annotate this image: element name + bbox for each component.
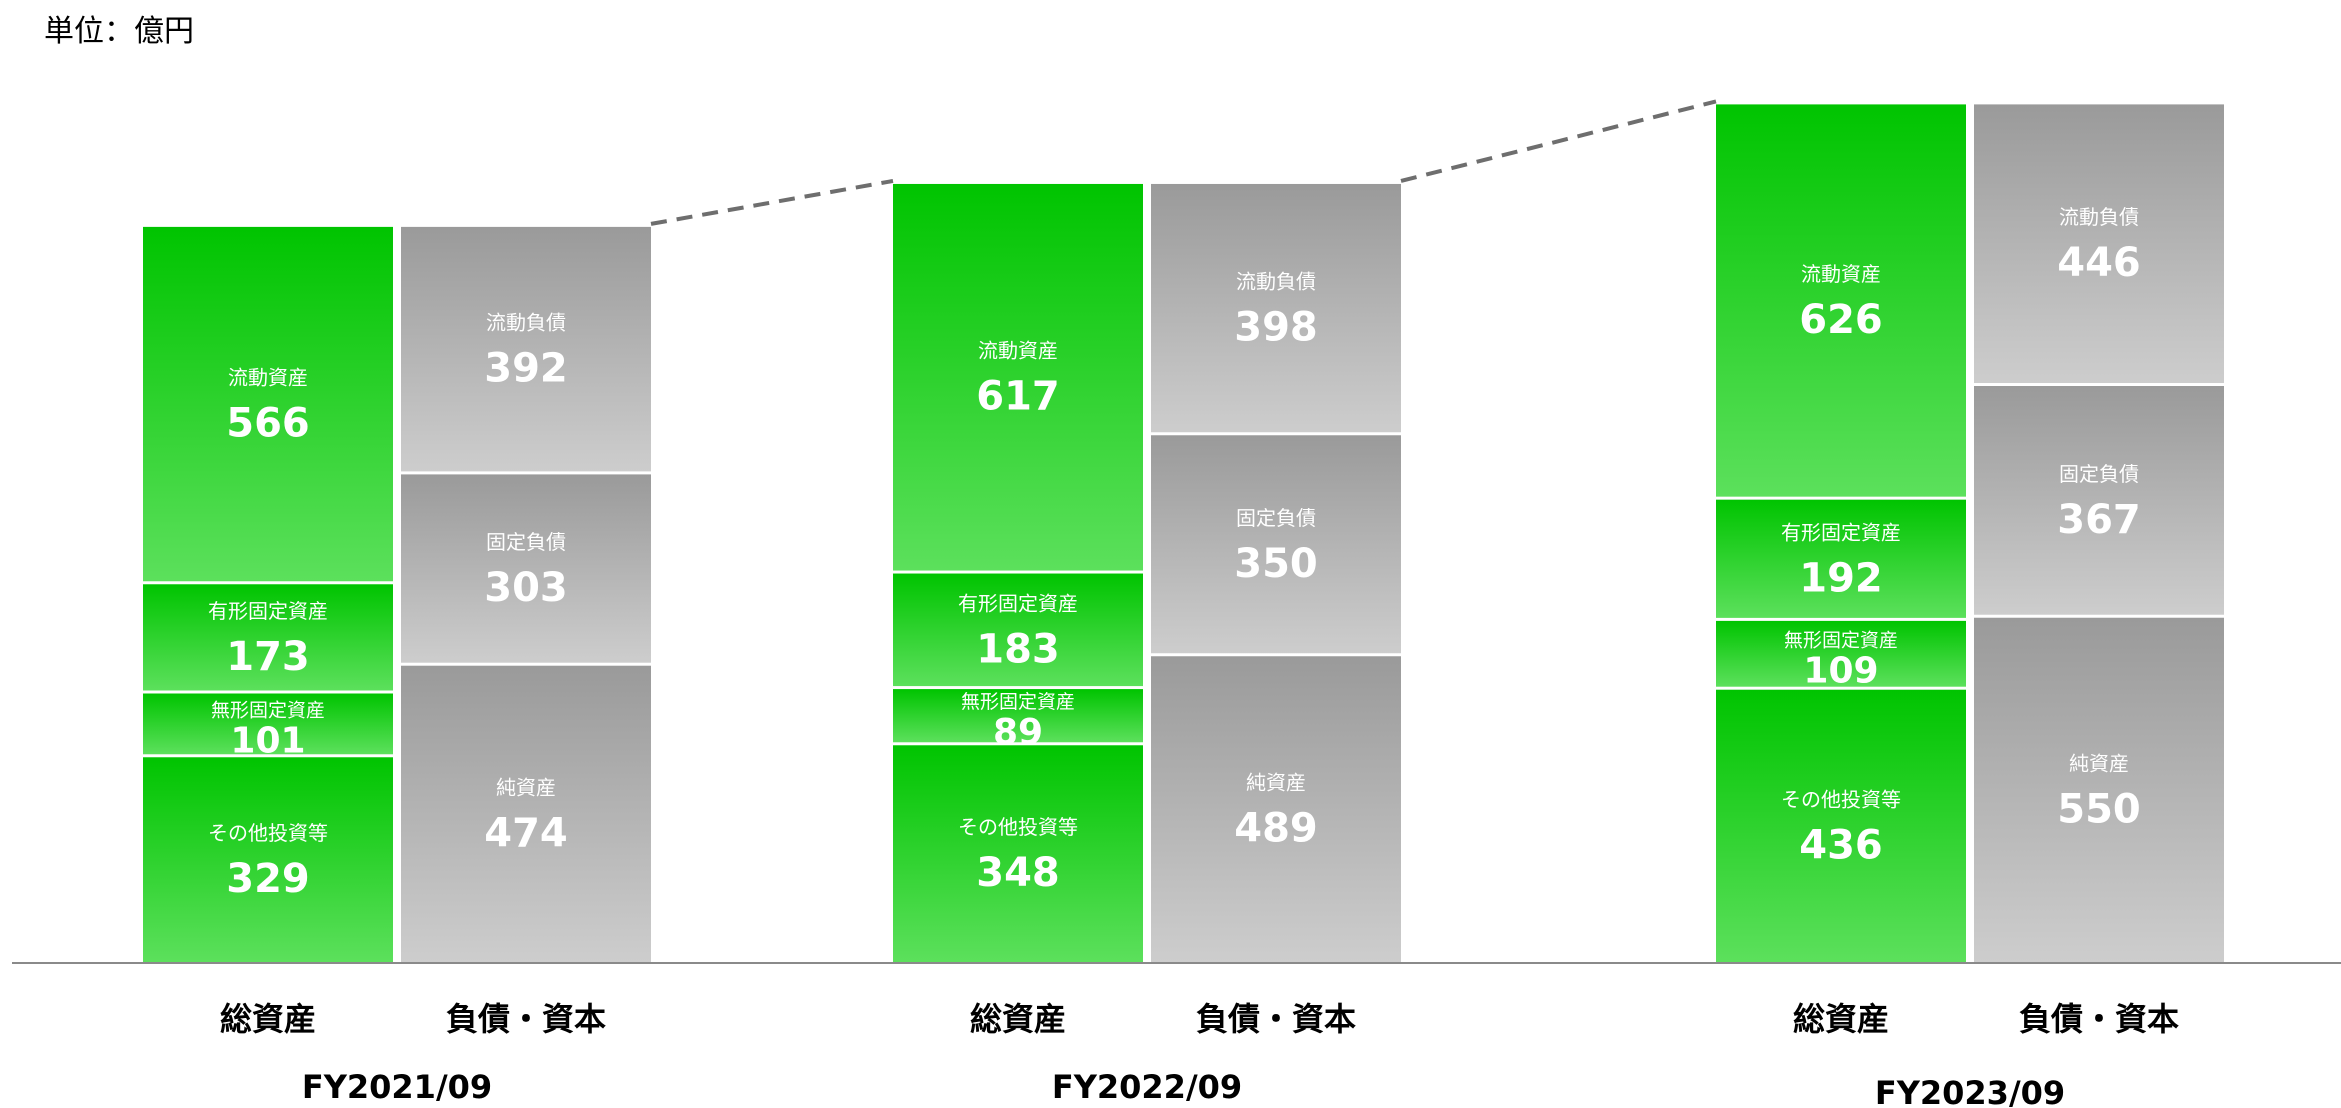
- assets-segment: [143, 226, 393, 582]
- assets-segment-label: その他投資等: [1781, 787, 1901, 811]
- assets-segment-value: 192: [1799, 555, 1883, 601]
- liabilities-segment-value: 303: [484, 565, 568, 611]
- assets-segment-value: 566: [226, 401, 310, 447]
- liabilities-segment-value: 446: [2057, 240, 2141, 286]
- assets-segment-label: 有形固定資産: [1781, 520, 1901, 544]
- assets-segment: [893, 745, 1143, 962]
- liabilities-segment: [1151, 656, 1401, 962]
- bar-label-liabilities-capital: 負債・資本: [446, 1000, 606, 1038]
- liabilities-segment: [401, 665, 651, 962]
- assets-segment-label: 流動資産: [1801, 262, 1881, 286]
- liabilities-segment: [1974, 617, 2224, 962]
- assets-segment-value: 617: [976, 374, 1060, 420]
- assets-segment-value: 626: [1799, 297, 1883, 343]
- unit-label: 単位：億円: [44, 14, 194, 49]
- liabilities-segment: [401, 474, 651, 663]
- assets-segment-label: 流動資産: [228, 366, 308, 390]
- period-label: FY2023/09: [1875, 1074, 2065, 1108]
- liabilities-segment-value: 550: [2057, 786, 2141, 832]
- assets-segment-label: 無形固定資産: [961, 691, 1075, 713]
- assets-segment-label: 有形固定資産: [208, 599, 328, 623]
- bar-label-liabilities-capital: 負債・資本: [1196, 1000, 1356, 1038]
- liabilities-segment-label: 純資産: [496, 775, 556, 799]
- assets-segment-value: 348: [976, 850, 1060, 896]
- assets-segment: [1716, 499, 1966, 618]
- liabilities-segment-label: 固定負債: [2059, 462, 2139, 486]
- growth-connector-line: [650, 178, 894, 226]
- liabilities-segment: [401, 226, 651, 472]
- bar-label-total-assets: 総資産: [1793, 1000, 1889, 1038]
- assets-segment-label: 流動資産: [978, 339, 1058, 363]
- liabilities-segment: [1151, 183, 1401, 433]
- assets-segment: [1716, 689, 1966, 962]
- assets-segment: [1716, 104, 1966, 497]
- liabilities-segment-value: 489: [1234, 806, 1318, 852]
- liabilities-segment-label: 流動負債: [1236, 270, 1316, 294]
- liabilities-segment: [1151, 435, 1401, 654]
- assets-segment: [143, 693, 393, 755]
- assets-segment-value: 436: [1799, 822, 1883, 868]
- assets-segment-value: 89: [993, 712, 1043, 753]
- liabilities-segment-value: 398: [1234, 305, 1318, 351]
- liabilities-segment-value: 474: [484, 810, 568, 856]
- assets-segment: [143, 584, 393, 691]
- assets-segment-value: 183: [976, 626, 1060, 672]
- liabilities-segment-value: 392: [484, 346, 568, 392]
- assets-segment-value: 329: [226, 856, 310, 902]
- assets-segment-label: 無形固定資産: [1784, 629, 1898, 651]
- liabilities-segment-label: 純資産: [1246, 771, 1306, 795]
- assets-segment-value: 109: [1803, 650, 1878, 691]
- assets-segment-value: 173: [226, 634, 310, 680]
- bar-label-total-assets: 総資産: [970, 1000, 1066, 1038]
- assets-segment: [893, 183, 1143, 571]
- liabilities-segment-label: 固定負債: [486, 530, 566, 554]
- assets-segment: [893, 689, 1143, 743]
- liabilities-segment-value: 367: [2057, 497, 2141, 543]
- bar-label-liabilities-capital: 負債・資本: [2019, 1000, 2179, 1038]
- bar-label-total-assets: 総資産: [220, 1000, 316, 1038]
- assets-segment: [143, 757, 393, 962]
- liabilities-segment-label: 純資産: [2069, 751, 2129, 775]
- assets-segment: [893, 573, 1143, 687]
- liabilities-segment-label: 流動負債: [486, 311, 566, 335]
- liabilities-segment-label: 固定負債: [1236, 506, 1316, 530]
- growth-connector-line: [1400, 99, 1717, 183]
- period-label: FY2021/09: [302, 1068, 492, 1106]
- assets-segment: [1716, 620, 1966, 687]
- liabilities-segment: [1974, 104, 2224, 384]
- period-label: FY2022/09: [1052, 1068, 1242, 1106]
- assets-segment-value: 101: [230, 720, 305, 761]
- liabilities-segment-label: 流動負債: [2059, 205, 2139, 229]
- liabilities-segment-value: 350: [1234, 541, 1318, 587]
- assets-segment-label: その他投資等: [208, 821, 328, 845]
- assets-segment-label: その他投資等: [958, 815, 1078, 839]
- assets-segment-label: 無形固定資産: [211, 699, 325, 721]
- liabilities-segment: [1974, 386, 2224, 615]
- assets-segment-label: 有形固定資産: [958, 591, 1078, 615]
